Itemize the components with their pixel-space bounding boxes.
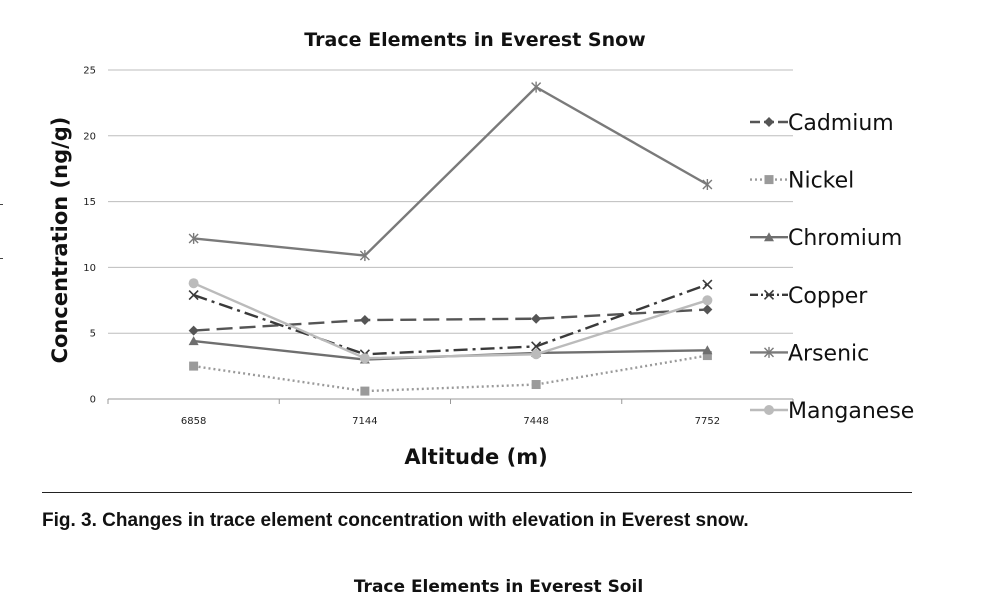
legend-label: Cadmium xyxy=(788,111,894,136)
edge-tick-mark xyxy=(0,258,3,259)
data-point-arsenic xyxy=(359,250,370,262)
y-tick-label: 10 xyxy=(83,263,96,274)
legend-marker xyxy=(764,346,774,358)
data-point-cadmium xyxy=(531,313,542,324)
x-tick-label: 6858 xyxy=(181,416,206,427)
figure-caption: Fig. 3. Changes in trace element concent… xyxy=(42,510,749,531)
y-tick-label: 25 xyxy=(83,66,96,77)
data-point-chromium xyxy=(188,336,199,346)
legend-marker xyxy=(764,117,774,127)
data-point-cadmium xyxy=(702,304,713,315)
data-point-manganese xyxy=(359,353,370,364)
edge-tick-mark xyxy=(0,204,3,205)
data-point-manganese xyxy=(188,278,199,289)
legend-item-copper: Copper xyxy=(750,284,868,309)
legend-marker xyxy=(764,175,774,185)
legend-item-manganese: Manganese xyxy=(750,399,914,424)
data-point-nickel xyxy=(531,380,541,390)
legend-label: Arsenic xyxy=(788,341,869,366)
data-point-nickel xyxy=(702,351,712,361)
x-tick-label: 7448 xyxy=(523,416,548,427)
data-point-arsenic xyxy=(531,81,542,93)
y-tick-label: 20 xyxy=(83,131,96,142)
legend-marker xyxy=(763,289,775,300)
legend-marker xyxy=(764,232,774,242)
y-axis-ticks: 0 5 10 15 20 25 xyxy=(83,66,96,406)
legend-item-chromium: Chromium xyxy=(750,226,902,251)
legend-label: Manganese xyxy=(788,399,914,424)
series-line-cadmium xyxy=(193,308,708,332)
x-tick-label: 7144 xyxy=(352,416,377,427)
y-axis-label: Concentration (ng/g) xyxy=(48,117,72,364)
legend: Cadmium Nickel Chromium Copper Arsenic Mangan… xyxy=(750,111,914,424)
y-tick-label: 15 xyxy=(83,197,96,208)
x-axis-ticks: 6858 7144 7448 7752 xyxy=(107,399,794,427)
data-point-cadmium xyxy=(188,325,199,336)
gridlines xyxy=(108,69,793,400)
legend-item-nickel: Nickel xyxy=(750,169,854,194)
series-line-copper xyxy=(193,283,708,356)
data-point-copper xyxy=(188,289,199,301)
series-line-arsenic xyxy=(193,85,708,257)
series-line-nickel xyxy=(193,354,708,393)
y-tick-label: 0 xyxy=(90,395,96,406)
data-point-copper xyxy=(702,279,713,290)
y-tick-label: 5 xyxy=(90,329,96,340)
data-point-copper xyxy=(531,341,542,352)
data-point-manganese xyxy=(531,349,542,360)
data-point-arsenic xyxy=(188,232,199,244)
legend-item-cadmium: Cadmium xyxy=(750,111,894,136)
data-point-arsenic xyxy=(702,178,713,190)
x-axis-label: Altitude (m) xyxy=(404,445,547,469)
legend-label: Copper xyxy=(788,284,868,309)
figure-divider xyxy=(42,492,912,493)
data-point-manganese xyxy=(702,295,713,306)
chart: Trace Elements in Everest Snow 0 5 10 15 20 2… xyxy=(48,29,914,469)
next-figure-title: Trace Elements in Everest Soil xyxy=(353,577,644,597)
series-lines xyxy=(188,81,713,396)
chart-title: Trace Elements in Everest Snow xyxy=(304,29,645,51)
series-line-manganese xyxy=(193,282,708,360)
data-point-chromium xyxy=(702,345,713,355)
data-point-nickel xyxy=(360,386,370,396)
legend-marker xyxy=(764,405,774,415)
legend-item-arsenic: Arsenic xyxy=(750,341,869,366)
legend-label: Chromium xyxy=(788,226,902,251)
data-point-cadmium xyxy=(359,315,370,326)
x-tick-label: 7752 xyxy=(695,416,720,427)
legend-label: Nickel xyxy=(788,169,854,194)
data-point-nickel xyxy=(189,361,199,371)
